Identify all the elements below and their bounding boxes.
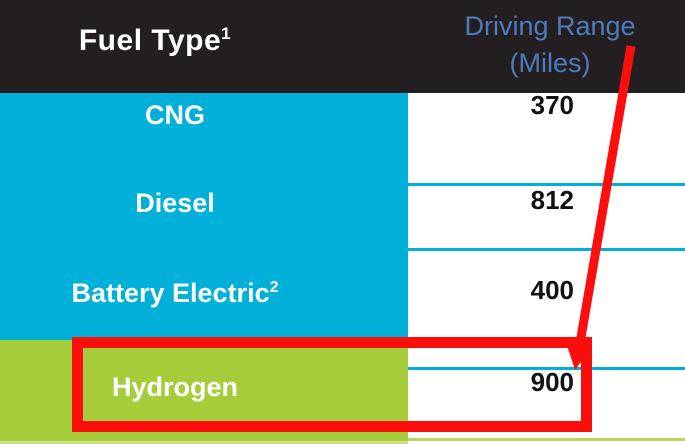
fuel-column-cyan-background	[0, 93, 408, 340]
row-value-hydrogen: 900	[530, 367, 574, 397]
row-label-text: Diesel	[135, 188, 215, 218]
fuel-type-text: Fuel Type	[78, 24, 222, 57]
row-label-cng: CNG	[0, 94, 350, 131]
table-header-band	[0, 0, 685, 93]
column-header-fuel-type: Fuel Type1	[40, 24, 270, 58]
row-label-footnote-marker: 2	[269, 279, 279, 296]
fuel-type-footnote-marker: 1	[221, 24, 232, 43]
row-separator-line	[408, 183, 685, 186]
row-separator-line	[408, 438, 685, 441]
row-label-battery-electric: Battery Electric2	[0, 272, 350, 309]
column-header-driving-range: Driving Range (Miles)	[440, 8, 660, 82]
row-label-hydrogen: Hydrogen	[0, 366, 350, 403]
row-label-diesel: Diesel	[0, 182, 350, 219]
range-column-background	[408, 93, 685, 444]
red-highlight-box	[72, 337, 592, 432]
row-value-diesel: 812	[530, 185, 574, 215]
row-separator-line	[408, 367, 685, 370]
bottom-left-separator-line	[0, 441, 408, 444]
row-separator-line	[408, 248, 685, 251]
row-label-text: Battery Electric	[71, 278, 270, 308]
driving-range-line2: (Miles)	[509, 48, 591, 78]
row-label-text: Hydrogen	[111, 372, 238, 402]
row-value-battery-electric: 400	[530, 275, 574, 305]
row-label-text: CNG	[145, 100, 205, 130]
row-value-cng: 370	[530, 90, 574, 120]
driving-range-line1: Driving Range	[464, 11, 636, 41]
